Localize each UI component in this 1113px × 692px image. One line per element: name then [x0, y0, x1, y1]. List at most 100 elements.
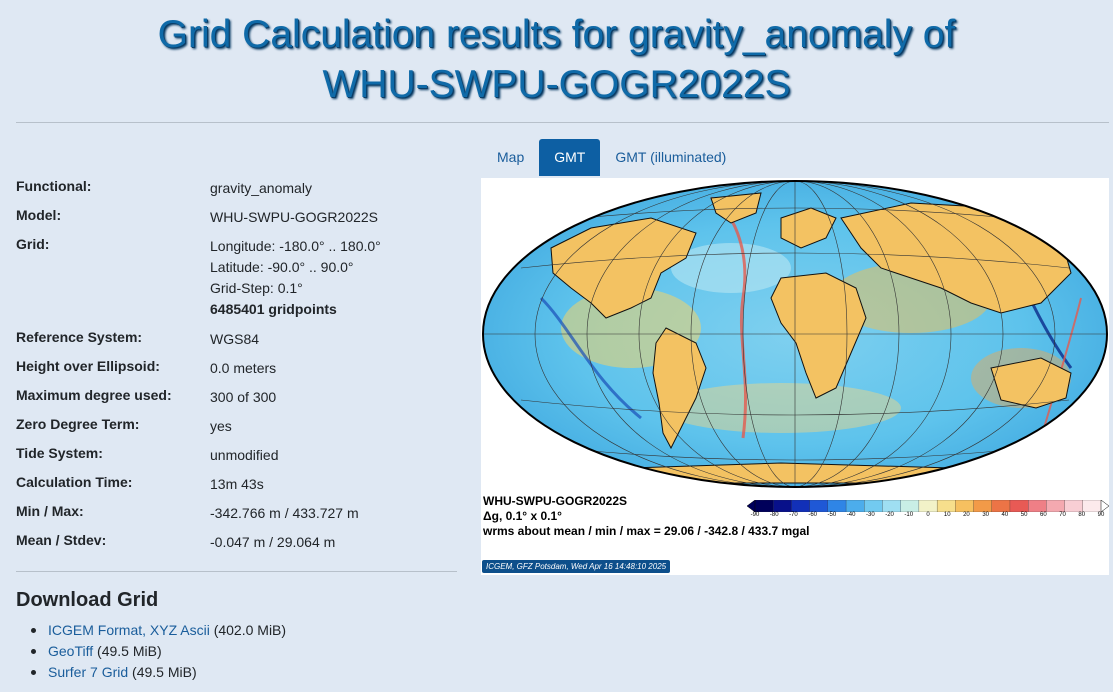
section-divider — [16, 571, 457, 572]
row-tide-system: Tide System: unmodified — [16, 445, 458, 474]
row-grid: Grid: Longitude: -180.0° .. 180.0° Latit… — [16, 236, 458, 329]
gfz-stamp: ICGEM, GFZ Potsdam, Wed Apr 16 14:48:10 … — [482, 560, 671, 573]
download-surfer-size: (49.5 MiB) — [128, 664, 197, 680]
colorbar-tick-label: -70 — [789, 512, 798, 518]
row-calc-time: Calculation Time: 13m 43s — [16, 474, 458, 503]
map-stats: wrms about mean / min / max = 29.06 / -3… — [483, 524, 810, 538]
max-degree-label: Maximum degree used: — [16, 387, 172, 403]
map-resolution: Δg, 0.1° x 0.1° — [483, 509, 562, 523]
row-mean-stdev: Mean / Stdev: -0.047 m / 29.064 m — [16, 532, 458, 561]
colorbar-cell — [845, 500, 865, 512]
colorbar-cell — [1082, 500, 1102, 512]
colorbar-tick-label: 50 — [1020, 512, 1028, 518]
colorbar-cell — [864, 500, 883, 512]
colorbar-cell — [991, 500, 1011, 512]
grid-longitude: Longitude: -180.0° .. 180.0° — [210, 238, 381, 254]
mean-stdev-label: Mean / Stdev: — [16, 532, 107, 548]
grid-label: Grid: — [16, 236, 50, 252]
colorbar-tick-label: -60 — [808, 512, 817, 518]
calc-time-label: Calculation Time: — [16, 474, 133, 490]
colorbar-cell — [773, 500, 792, 512]
colorbar-tick-label: -80 — [769, 512, 779, 518]
globe-outline — [482, 180, 1108, 488]
colorbar-cell — [754, 500, 774, 512]
colorbar-tick-label: -20 — [885, 512, 894, 518]
colorbar-max-arrow — [1100, 500, 1109, 512]
colorbar-ticks: -90 -80 -70 -60 -50 -40 -30 -20 -10 0 10 20 30 40 50 60… — [747, 512, 1109, 522]
colorbar-tick-label: -40 — [846, 512, 856, 518]
colorbar-cell — [882, 500, 902, 512]
grid-points: 6485401 gridpoints — [210, 301, 337, 317]
row-max-degree: Maximum degree used: 300 of 300 — [16, 387, 458, 416]
colorbar-cell — [791, 500, 811, 512]
mean-stdev-value: -0.047 m / 29.064 m — [210, 534, 336, 550]
row-zero-degree: Zero Degree Term: yes — [16, 416, 458, 445]
colorbar-min-arrow — [747, 500, 756, 512]
colorbar-tick-label: 0 — [926, 512, 930, 518]
colorbar-cell — [918, 500, 938, 512]
max-degree-value: 300 of 300 — [210, 389, 277, 405]
colorbar-cell — [900, 500, 920, 512]
reference-system-label: Reference System: — [16, 329, 143, 345]
colorbar-tick-label: -90 — [750, 512, 760, 518]
min-max-value: -342.766 m / 433.727 m — [210, 505, 359, 521]
functional-value: gravity_anomaly — [210, 180, 312, 196]
colorbar-tick-label: 20 — [963, 512, 970, 518]
download-surfer-link[interactable]: Surfer 7 Grid — [48, 664, 129, 680]
title-line-1: Grid Calculation results for gravity_ano… — [157, 13, 956, 56]
download-icgem-link[interactable]: ICGEM Format, XYZ Ascii — [48, 622, 210, 638]
model-value: WHU-SWPU-GOGR2022S — [210, 209, 379, 225]
colorbar-cell — [1009, 500, 1029, 512]
colorbar-tick-label: 90 — [1097, 512, 1105, 518]
download-geotiff-link[interactable]: GeoTiff — [48, 643, 94, 659]
colorbar-tick-label: -10 — [904, 512, 914, 518]
grid-step: Grid-Step: 0.1° — [210, 280, 303, 296]
row-height: Height over Ellipsoid: 0.0 meters — [16, 358, 458, 387]
height-value: 0.0 meters — [210, 360, 277, 376]
colorbar-tick-label: 70 — [1059, 512, 1066, 518]
colorbar-cell — [1064, 500, 1084, 512]
map-caption: WHU-SWPU-GOGR2022S Δg, 0.1° x 0.1° wrms … — [483, 494, 809, 539]
download-geotiff-size: (49.5 MiB) — [93, 643, 162, 659]
colorbar-cell — [1046, 500, 1066, 512]
gravity-anomaly-map — [482, 180, 1108, 488]
colorbar-cell — [936, 500, 956, 512]
colorbar-tick-label: 80 — [1078, 512, 1086, 518]
download-item-geotiff: GeoTiff (49.5 MiB) — [28, 641, 286, 662]
tab-gmt-illuminated[interactable]: GMT (illuminated) — [615, 149, 727, 165]
view-tabs: Map GMT GMT (illuminated) — [482, 139, 741, 176]
tide-system-value: unmodified — [210, 447, 279, 463]
page-title: Grid Calculation results for gravity_ano… — [0, 10, 1113, 110]
row-functional: Functional: gravity_anomaly — [16, 178, 458, 207]
colorbar-cell — [973, 500, 993, 512]
graticule — [483, 181, 1107, 487]
colorbar-tick-label: 60 — [1039, 512, 1047, 518]
zero-degree-value: yes — [210, 418, 232, 434]
height-label: Height over Ellipsoid: — [16, 358, 160, 374]
colorbar-tick-label: -50 — [827, 512, 837, 518]
model-label: Model: — [16, 207, 62, 223]
calc-time-value: 13m 43s — [210, 476, 264, 492]
colorbar-tick-label: -30 — [865, 512, 875, 518]
tab-map[interactable]: Map — [497, 149, 525, 165]
colorbar-tick-label: 30 — [982, 512, 989, 518]
colorbar-tick-label: 10 — [943, 512, 951, 518]
info-table: Functional: gravity_anomaly Model: WHU-S… — [16, 178, 458, 561]
tab-gmt[interactable]: GMT — [539, 139, 601, 176]
gravity-map-panel: WHU-SWPU-GOGR2022S Δg, 0.1° x 0.1° wrms … — [481, 178, 1109, 575]
download-icgem-size: (402.0 MiB) — [209, 622, 287, 638]
colorbar-cell — [955, 500, 974, 512]
min-max-label: Min / Max: — [16, 503, 84, 519]
functional-label: Functional: — [16, 178, 92, 194]
row-model: Model: WHU-SWPU-GOGR2022S — [16, 207, 458, 236]
colorbar-cell — [809, 500, 829, 512]
row-min-max: Min / Max: -342.766 m / 433.727 m — [16, 503, 458, 532]
top-divider — [16, 122, 1109, 123]
download-list: ICGEM Format, XYZ Ascii (402.0 MiB) GeoT… — [28, 620, 286, 683]
grid-latitude: Latitude: -90.0° .. 90.0° — [210, 259, 354, 275]
map-model-name: WHU-SWPU-GOGR2022S — [483, 494, 628, 508]
download-item-icgem: ICGEM Format, XYZ Ascii (402.0 MiB) — [28, 620, 286, 641]
zero-degree-label: Zero Degree Term: — [16, 416, 140, 432]
download-heading: Download Grid — [16, 589, 159, 611]
title-line-2: WHU-SWPU-GOGR2022S — [322, 63, 791, 106]
